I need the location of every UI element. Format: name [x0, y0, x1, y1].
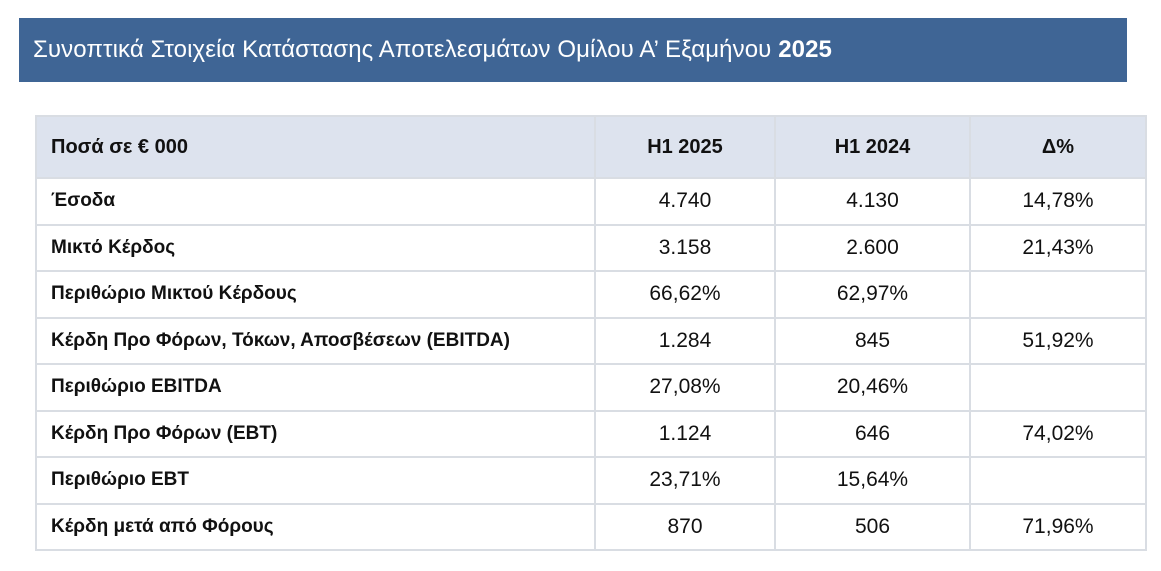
row-label: Περιθώριο EBT	[35, 456, 596, 505]
header-row: Ποσά σε € 000 H1 2025 H1 2024 Δ%	[35, 115, 1147, 179]
title-year: 2025	[778, 36, 832, 63]
header-amounts-unit: Ποσά σε € 000	[35, 115, 596, 179]
cell-delta: 21,43%	[969, 223, 1147, 272]
cell-h1-2024: 845	[774, 316, 971, 365]
cell-h1-2025: 27,08%	[594, 363, 776, 412]
cell-h1-2024: 20,46%	[774, 363, 971, 412]
table-row: Έσοδα 4.740 4.130 14,78%	[35, 177, 1147, 226]
cell-h1-2024: 646	[774, 409, 971, 458]
cell-h1-2025: 23,71%	[594, 456, 776, 505]
cell-delta: 51,92%	[969, 316, 1147, 365]
header-h1-2025: H1 2025	[594, 115, 776, 179]
cell-h1-2024: 15,64%	[774, 456, 971, 505]
header-delta-percent: Δ%	[969, 115, 1147, 179]
cell-delta	[969, 456, 1147, 505]
cell-h1-2025: 3.158	[594, 223, 776, 272]
table-row: Περιθώριο EBITDA 27,08% 20,46%	[35, 363, 1147, 412]
cell-delta: 74,02%	[969, 409, 1147, 458]
row-label: Κέρδη Προ Φόρων, Τόκων, Αποσβέσεων (EBIT…	[35, 316, 596, 365]
row-label: Μικτό Κέρδος	[35, 223, 596, 272]
cell-h1-2025: 1.284	[594, 316, 776, 365]
cell-h1-2025: 870	[594, 502, 776, 551]
cell-h1-2024: 4.130	[774, 177, 971, 226]
cell-h1-2025: 4.740	[594, 177, 776, 226]
row-label: Κέρδη Προ Φόρων (EBT)	[35, 409, 596, 458]
row-label: Έσοδα	[35, 177, 596, 226]
cell-delta	[969, 270, 1147, 319]
table-row: Κέρδη μετά από Φόρους 870 506 71,96%	[35, 502, 1147, 551]
cell-h1-2024: 506	[774, 502, 971, 551]
cell-h1-2025: 1.124	[594, 409, 776, 458]
cell-delta	[969, 363, 1147, 412]
income-statement-table: Ποσά σε € 000 H1 2025 H1 2024 Δ% Έσοδα 4…	[35, 115, 1147, 551]
cell-h1-2024: 62,97%	[774, 270, 971, 319]
table-row: Περιθώριο Μικτού Κέρδους 66,62% 62,97%	[35, 270, 1147, 319]
row-label: Περιθώριο EBITDA	[35, 363, 596, 412]
table-row: Μικτό Κέρδος 3.158 2.600 21,43%	[35, 223, 1147, 272]
cell-h1-2024: 2.600	[774, 223, 971, 272]
title-bar: Συνοπτικά Στοιχεία Κατάστασης Αποτελεσμά…	[19, 18, 1127, 82]
table-body: Έσοδα 4.740 4.130 14,78% Μικτό Κέρδος 3.…	[35, 177, 1147, 551]
title-main-text: Συνοπτικά Στοιχεία Κατάστασης Αποτελεσμά…	[33, 36, 772, 63]
row-label: Κέρδη μετά από Φόρους	[35, 502, 596, 551]
table-header: Ποσά σε € 000 H1 2025 H1 2024 Δ%	[35, 115, 1147, 179]
row-label: Περιθώριο Μικτού Κέρδους	[35, 270, 596, 319]
cell-delta: 71,96%	[969, 502, 1147, 551]
cell-h1-2025: 66,62%	[594, 270, 776, 319]
header-h1-2024: H1 2024	[774, 115, 971, 179]
cell-delta: 14,78%	[969, 177, 1147, 226]
table-row: Κέρδη Προ Φόρων, Τόκων, Αποσβέσεων (EBIT…	[35, 316, 1147, 365]
table-row: Κέρδη Προ Φόρων (EBT) 1.124 646 74,02%	[35, 409, 1147, 458]
page-title: Συνοπτικά Στοιχεία Κατάστασης Αποτελεσμά…	[33, 36, 832, 64]
table-row: Περιθώριο EBT 23,71% 15,64%	[35, 456, 1147, 505]
